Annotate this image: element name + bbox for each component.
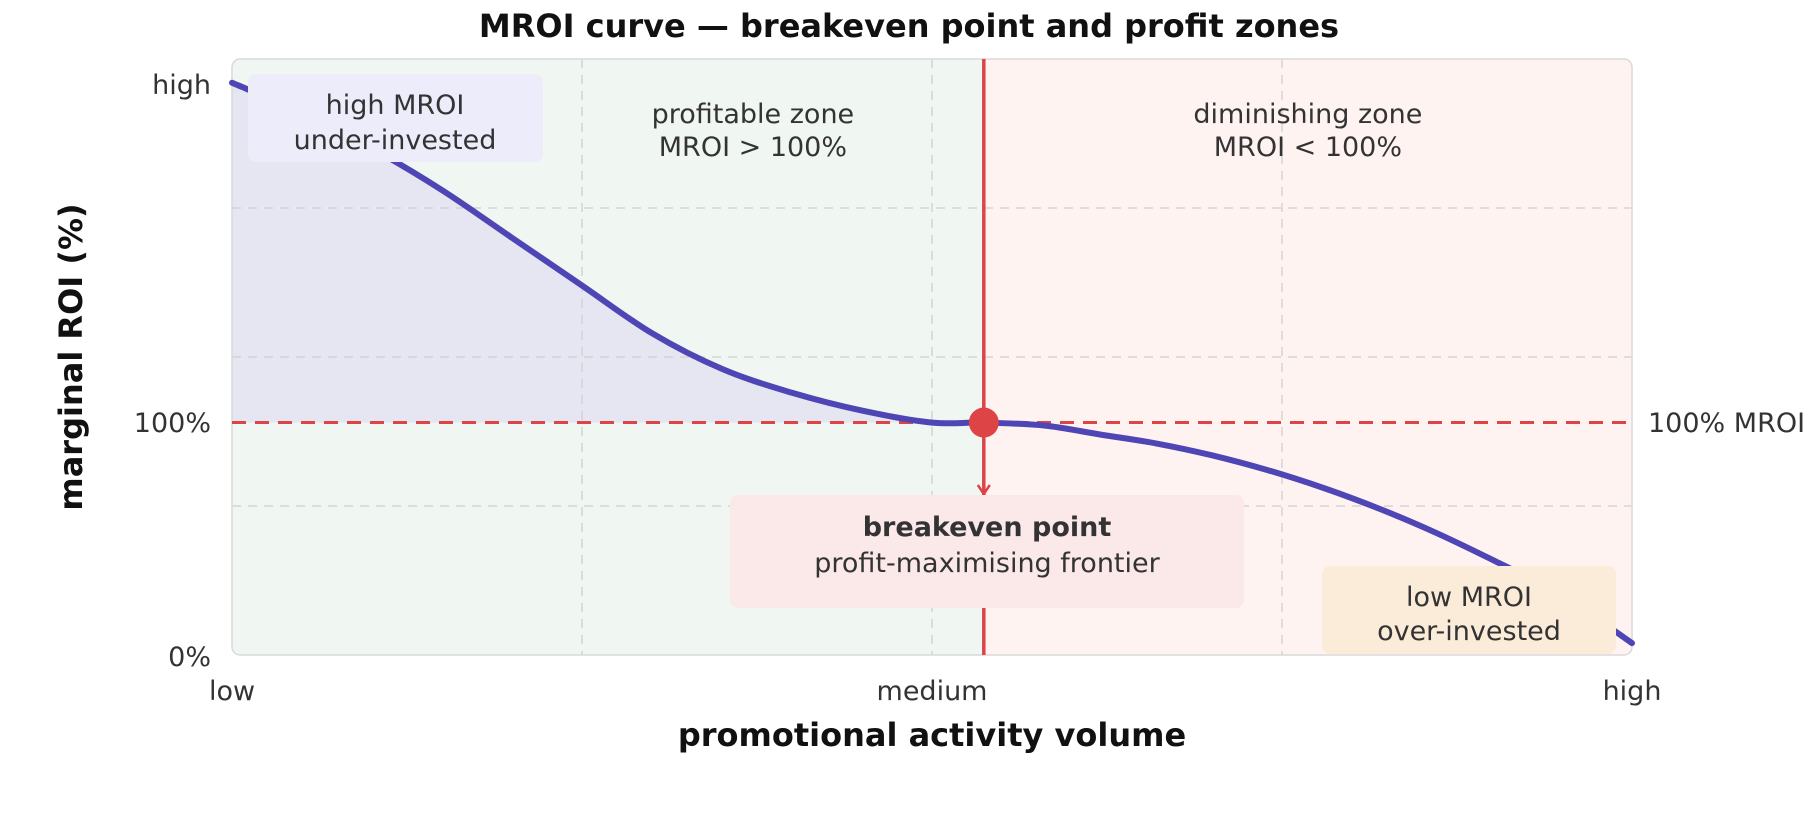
high-mroi-annotation-line2: under-invested: [294, 125, 497, 156]
x-axis-label: promotional activity volume: [678, 716, 1186, 754]
diminishing-zone-label: diminishing zone: [1193, 99, 1422, 130]
low-mroi-annotation-line2: over-invested: [1377, 616, 1561, 647]
mroi-100-reference-label: 100% MROI: [1648, 408, 1805, 439]
low-mroi-annotation-line1: low MROI: [1406, 582, 1532, 613]
breakeven-sublabel: profit-maximising frontier: [814, 548, 1160, 579]
chart-title: MROI curve — breakeven point and profit …: [479, 7, 1339, 45]
breakeven-arrow-icon: [976, 484, 991, 497]
x-tick-label-high: high: [1603, 676, 1662, 707]
under-curve-area: [232, 82, 984, 424]
x-tick-label-low: low: [209, 676, 255, 707]
x-tick-label-medium: medium: [877, 676, 988, 707]
y-tick-label-100: 100%: [134, 408, 211, 439]
high-mroi-annotation-box: [248, 74, 543, 162]
mroi-curve-line: [229, 79, 1635, 647]
y-tick-label-high: high: [152, 70, 211, 101]
breakeven-annotation-box: [730, 495, 1244, 608]
y-tick-label-0: 0%: [168, 642, 211, 673]
profitable-zone-sublabel: MROI > 100%: [659, 132, 847, 163]
low-mroi-annotation-box: [1322, 566, 1616, 654]
high-mroi-annotation-line1: high MROI: [326, 90, 465, 121]
breakeven-label: breakeven point: [863, 512, 1112, 543]
profitable-zone-label: profitable zone: [652, 99, 855, 130]
y-axis-label: marginal ROI (%): [52, 203, 90, 510]
plot-frame: [231, 58, 1633, 656]
diminishing-zone-sublabel: MROI < 100%: [1214, 132, 1402, 163]
breakeven-point-marker: [968, 407, 999, 438]
